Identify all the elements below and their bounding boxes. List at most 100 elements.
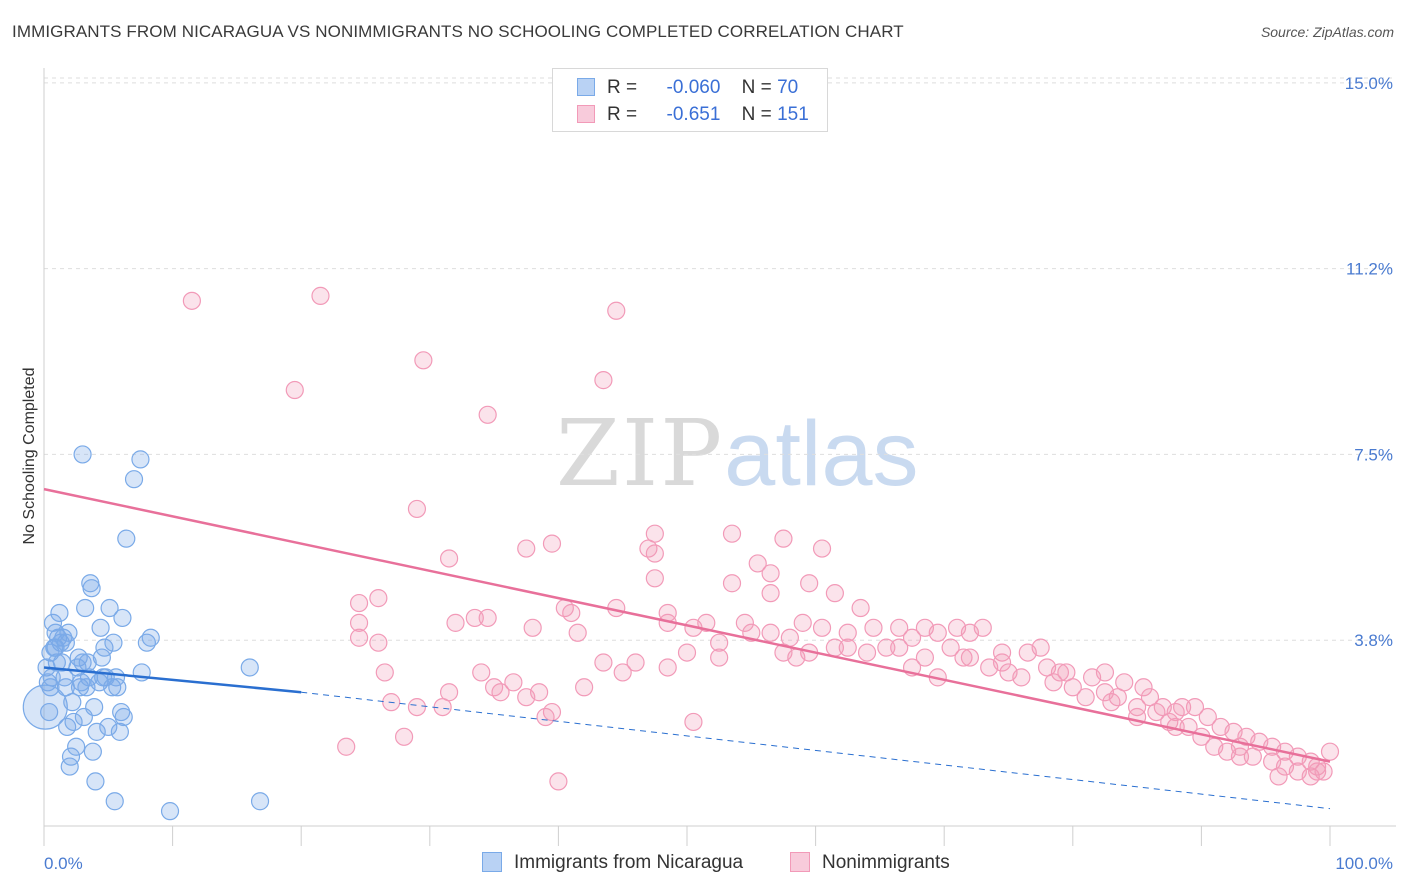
data-point-nonimmigrants <box>607 301 626 320</box>
data-point-nonimmigrants <box>542 534 562 553</box>
data-point-nonimmigrants <box>992 653 1012 672</box>
data-point-nicaragua <box>50 603 69 623</box>
data-point-nonimmigrants <box>311 286 330 305</box>
data-point-nonimmigrants <box>472 663 491 682</box>
data-point-nicaragua <box>108 678 127 697</box>
data-point-nonimmigrants <box>439 549 459 568</box>
bottom-legend-swatch-pink <box>790 852 810 872</box>
data-point-nonimmigrants <box>478 405 497 424</box>
data-point-nonimmigrants <box>1147 702 1166 722</box>
data-point-nicaragua <box>41 678 60 697</box>
bottom-legend-label: Nonimmigrants <box>822 852 950 873</box>
data-point-nonimmigrants <box>864 618 883 637</box>
series-nicaragua <box>22 445 270 821</box>
data-point-nicaragua <box>61 747 81 766</box>
legend-row-nonimmigrants: R = -0.651 N = 151 <box>577 104 809 128</box>
data-point-nicaragua <box>64 712 83 732</box>
legend-n-value: 70 <box>777 77 799 98</box>
data-point-nonimmigrants <box>1076 688 1095 707</box>
data-point-nicaragua <box>40 702 59 722</box>
data-point-nicaragua <box>95 638 114 657</box>
series-nonimmigrants <box>182 286 1340 791</box>
data-point-nonimmigrants <box>825 584 844 603</box>
data-point-nicaragua <box>87 722 106 741</box>
data-point-nonimmigrants <box>645 544 664 563</box>
data-point-nonimmigrants <box>722 524 742 543</box>
data-point-nicaragua <box>131 450 150 469</box>
axes <box>43 68 1396 846</box>
data-point-nicaragua <box>51 633 70 652</box>
legend-r-value: -0.060 <box>666 77 721 98</box>
data-point-nonimmigrants <box>407 697 427 717</box>
data-point-nonimmigrants <box>1095 683 1115 702</box>
data-point-nicaragua <box>82 579 101 598</box>
data-point-nonimmigrants <box>575 678 594 697</box>
data-point-nonimmigrants <box>568 623 587 642</box>
data-point-nonimmigrants <box>857 643 877 662</box>
data-point-nonimmigrants <box>1243 747 1262 766</box>
bottom-legend-swatch-blue <box>482 852 502 872</box>
data-point-nonimmigrants <box>337 737 356 756</box>
data-point-nonimmigrants <box>594 653 613 672</box>
data-point-nonimmigrants <box>485 678 504 697</box>
data-point-nonimmigrants <box>960 648 980 667</box>
data-point-nonimmigrants <box>800 574 819 593</box>
data-point-nonimmigrants <box>954 648 973 667</box>
y-tick-label: 15.0% <box>1345 74 1393 93</box>
data-point-nonimmigrants <box>928 623 947 642</box>
data-point-nonimmigrants <box>902 628 922 647</box>
trend-line-nonimmigrants <box>43 487 1331 763</box>
data-point-nonimmigrants <box>594 371 613 390</box>
data-point-nonimmigrants <box>517 688 536 707</box>
data-point-nicaragua <box>113 608 132 628</box>
data-point-nonimmigrants <box>523 618 542 637</box>
data-point-nonimmigrants <box>941 638 960 657</box>
data-point-nonimmigrants <box>1173 697 1192 717</box>
data-point-nonimmigrants <box>890 618 909 637</box>
data-point-nonimmigrants <box>838 638 857 657</box>
data-point-nicaragua <box>112 702 131 722</box>
data-point-nonimmigrants <box>851 598 870 618</box>
data-point-nonimmigrants <box>1308 762 1327 781</box>
data-point-nonimmigrants <box>877 638 896 657</box>
bottom-legend-label: Immigrants from Nicaragua <box>514 852 744 873</box>
y-axis-label: No Schooling Completed <box>21 368 38 545</box>
data-point-nicaragua <box>117 529 136 548</box>
data-point-nicaragua <box>78 653 97 672</box>
data-point-nicaragua <box>72 673 91 692</box>
data-point-nicaragua <box>67 737 86 756</box>
data-point-nonimmigrants <box>349 613 369 632</box>
data-point-nicaragua <box>240 658 259 677</box>
trend-line-nicaragua-dashed <box>301 691 1331 810</box>
stats-legend: R = -0.060 N = 70 R = -0.651 N = 151 <box>552 68 828 132</box>
data-point-nonimmigrants <box>517 539 536 558</box>
data-point-nicaragua <box>99 717 118 737</box>
data-point-nonimmigrants <box>1134 678 1153 697</box>
legend-swatch-pink <box>577 105 595 123</box>
data-point-nicaragua <box>85 697 104 717</box>
data-point-nonimmigrants <box>684 712 703 732</box>
data-point-nonimmigrants <box>812 539 832 558</box>
data-point-nonimmigrants <box>369 633 388 652</box>
legend-r-label: R = <box>607 104 638 125</box>
data-point-nonimmigrants <box>407 499 427 519</box>
data-point-nicaragua <box>22 684 68 730</box>
data-point-nicaragua <box>103 678 122 697</box>
data-point-nicaragua <box>76 598 95 618</box>
data-point-nicaragua <box>47 653 66 672</box>
data-point-nicaragua <box>124 470 144 489</box>
x-tick-label: 0.0% <box>44 854 83 873</box>
data-point-nicaragua <box>56 633 75 652</box>
legend-swatch-blue <box>577 78 595 96</box>
legend-n-label: N = <box>741 104 772 125</box>
data-point-nonimmigrants <box>285 380 304 400</box>
data-point-nonimmigrants <box>1044 673 1063 692</box>
data-point-nicaragua <box>110 722 129 741</box>
data-point-nicaragua <box>73 445 92 464</box>
data-point-nonimmigrants <box>349 593 369 613</box>
data-point-nonimmigrants <box>838 623 857 642</box>
bottom-legend-nicaragua: Immigrants from Nicaragua <box>482 852 743 874</box>
data-point-nonimmigrants <box>890 638 909 657</box>
legend-n-label: N = <box>741 77 772 98</box>
